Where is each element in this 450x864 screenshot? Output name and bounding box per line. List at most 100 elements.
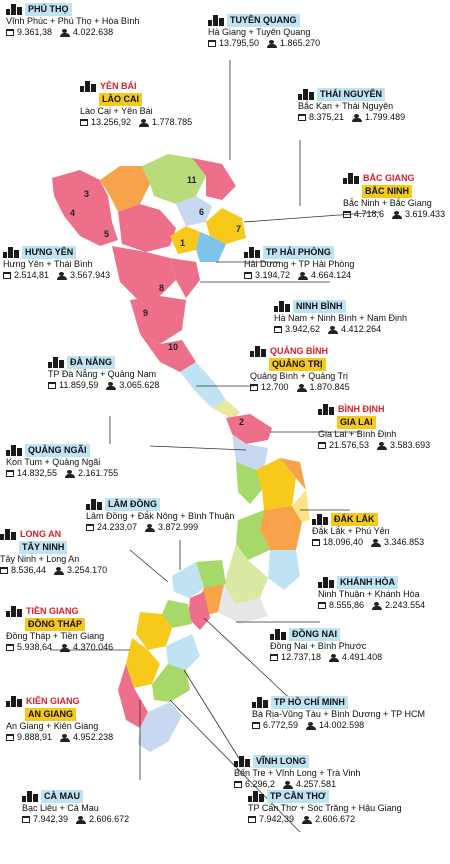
region-card-can-tho: TP CẦN THƠ TP Cần Thơ + Sóc Trăng + Hậu G… <box>248 790 402 825</box>
population-icon <box>145 523 156 532</box>
merge-text: Lào Cai + Yên Bái <box>80 106 153 116</box>
area-value: 9.888,91 <box>17 732 53 742</box>
population-value: 3.872.999 <box>158 522 199 532</box>
merge-text: Hải Dương + TP Hải Phòng <box>244 259 355 269</box>
region-stats: 4.718,6 3.619.433 <box>343 209 445 220</box>
province-thanh-hoa <box>130 296 186 344</box>
region-stats: 18.096,40 3.346.853 <box>312 537 424 548</box>
region-card-an-giang: KIÊN GIANG AN GIANG An Giang + Kiên Giang 9… <box>6 695 113 743</box>
region-stats: 11.859,59 3.065.628 <box>48 380 159 391</box>
province-kon-tum <box>236 462 262 504</box>
population-value: 2.161.755 <box>78 468 119 478</box>
population-icon <box>76 815 87 824</box>
region-name: TP HỒ CHÍ MINH <box>271 696 348 709</box>
population-value: 3.254.170 <box>67 565 108 575</box>
region-header: TP HỒ CHÍ MINH <box>252 696 425 709</box>
area-value: 21.576,53 <box>329 440 370 450</box>
city-icon <box>318 404 335 415</box>
map-number: 4 <box>70 208 76 218</box>
merge-text: Bắc Ninh + Bắc Giang <box>343 198 432 208</box>
region-name: GIA LAI <box>337 416 376 429</box>
city-icon <box>22 791 39 802</box>
population-icon <box>302 815 313 824</box>
merge-text: Hưng Yên + Thái Bình <box>3 259 93 269</box>
city-icon <box>244 247 261 258</box>
region-stats: 12.737,18 4.491.408 <box>270 652 382 663</box>
population-value: 3.619.433 <box>405 209 446 219</box>
population-value: 3.567.943 <box>70 270 111 280</box>
region-header: KHÁNH HÒA <box>318 576 425 589</box>
region-name: BẮC GIANG <box>363 173 415 183</box>
city-icon <box>248 791 265 802</box>
province-phu-tho <box>118 204 176 252</box>
population-icon <box>60 733 71 742</box>
city-icon <box>0 529 17 540</box>
population-value: 2.606.672 <box>315 814 356 824</box>
region-stats: 12.700 1.870.845 <box>250 382 350 393</box>
city-icon <box>274 301 291 312</box>
region-header: YÊN BÁI <box>80 80 192 93</box>
province-hai-phong <box>196 232 226 262</box>
population-icon <box>377 441 388 450</box>
population-value: 1.865.270 <box>280 38 321 48</box>
region-name: LÀO CAI <box>99 93 142 106</box>
city-icon <box>318 577 335 588</box>
region-name: QUẢNG NGÃI <box>25 444 90 457</box>
population-value: 4.412.264 <box>341 324 382 334</box>
area-value: 4.718,6 <box>354 209 385 219</box>
population-icon <box>139 118 150 127</box>
region-card-lam-dong: LÂM ĐỒNG Lâm Đồng + Đắk Nông + Bình Thuận… <box>86 498 234 533</box>
region-name: CÀ MAU <box>41 790 83 803</box>
region-header: ĐẮK LẮK <box>312 513 424 526</box>
region-stats: 14.832,55 2.161.755 <box>6 468 118 479</box>
area-value: 6.296,2 <box>245 779 276 789</box>
region-card-thai-nguyen: THÁI NGUYÊN Bắc Kạn + Thái Nguyên 8.375,21… <box>298 88 405 123</box>
province-long-an <box>162 600 192 628</box>
merge-text: TP Cần Thơ + Sóc Trăng + Hậu Giang <box>248 803 402 813</box>
province-kien-giang <box>118 664 148 728</box>
region-name: TP HẢI PHÒNG <box>263 246 334 259</box>
area-icon <box>48 382 56 389</box>
region-name: PHÚ THỌ <box>25 3 72 16</box>
region-name: ĐẮK LẮK <box>331 513 378 526</box>
area-icon <box>0 567 8 574</box>
region-card-da-nang: ĐÀ NẴNG TP Đà Nẵng + Quảng Nam 11.859,59 3.… <box>48 356 159 391</box>
region-card-tuyen-quang: TUYÊN QUANG Hà Giang + Tuyên Quang 13.795,… <box>208 14 320 49</box>
area-value: 5.938,64 <box>17 642 53 652</box>
region-card-vinh-long: VĨNH LONG Bến Tre + Vĩnh Long + Trà Vinh 6… <box>234 755 360 790</box>
region-card-quang-ngai: QUẢNG NGÃI Kon Tum + Quảng Ngãi 14.832,55 2… <box>6 444 118 479</box>
region-stats: 8.555,86 2.243.554 <box>318 600 425 611</box>
province-binh-dinh <box>280 458 306 490</box>
province-north-west <box>52 170 118 246</box>
province-ha-noi <box>170 226 200 254</box>
population-value: 1.799.489 <box>365 112 406 122</box>
region-name: THÁI NGUYÊN <box>317 88 386 101</box>
map-number: 6 <box>199 207 205 217</box>
province-binh-phuoc <box>196 560 226 588</box>
province-can-tho <box>152 664 190 702</box>
region-card-ho-chi-minh: TP HỒ CHÍ MINH Bà Rịa-Vũng Tàu + Bình Dươ… <box>252 696 425 731</box>
area-icon <box>86 524 94 531</box>
population-value: 4.664.124 <box>311 270 352 280</box>
city-icon <box>6 4 23 15</box>
area-icon <box>343 211 351 218</box>
region-name: KHÁNH HÒA <box>337 576 398 589</box>
area-value: 8.536,44 <box>11 565 47 575</box>
province-bac-ninh <box>206 208 246 244</box>
region-stats: 13.256,92 1.778.785 <box>80 117 192 128</box>
population-icon <box>65 469 76 478</box>
merge-text: Đồng Tháp + Tiền Giang <box>6 631 105 641</box>
region-name: ĐỒNG THÁP <box>25 618 85 631</box>
region-card-dong-nai: ĐỒNG NAI Đồng Nai + Bình Phước 12.737,18 4.… <box>270 628 382 663</box>
region-card-phu-tho: PHÚ THỌ Vĩnh Phúc + Phú Thọ + Hòa Bình 9.3… <box>6 3 139 38</box>
area-icon <box>312 539 320 546</box>
region-card-hai-phong: TP HẢI PHÒNG Hải Dương + TP Hải Phòng 3.19… <box>244 246 354 281</box>
region-header: THÁI NGUYÊN <box>298 88 405 101</box>
city-icon <box>6 696 23 707</box>
region-name: ĐỒNG NAI <box>289 628 340 641</box>
province-nghe-an <box>140 334 196 372</box>
area-value: 8.555,86 <box>329 600 365 610</box>
province-vinh-long <box>166 634 200 670</box>
map-number: 7 <box>236 224 242 234</box>
